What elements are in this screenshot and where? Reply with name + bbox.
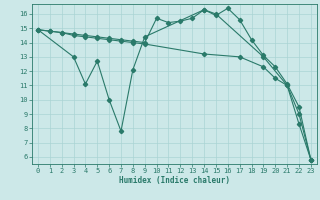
X-axis label: Humidex (Indice chaleur): Humidex (Indice chaleur): [119, 176, 230, 185]
